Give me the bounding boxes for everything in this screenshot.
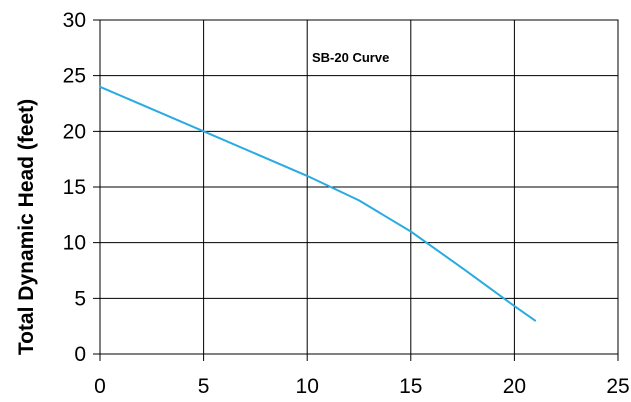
x-tick-label-1: 5 [198,375,210,398]
y-tick-label-5: 25 [63,65,86,88]
plot-frame [99,19,619,355]
x-tick-label-0: 0 [94,375,106,398]
y-tick-label-1: 5 [74,287,86,310]
gridlines [93,19,619,361]
x-tick-label-3: 15 [399,375,422,398]
y-tick-label-6: 30 [63,9,86,32]
y-tick-label-2: 10 [63,232,86,255]
y-tick-label-3: 15 [63,176,86,199]
series-line-0 [99,85,537,322]
x-tick-label-5: 25 [606,375,629,398]
y-tick-labels: 0 5 10 15 20 25 30 [63,9,86,366]
series-layer [99,85,537,322]
x-tick-label-4: 20 [503,375,526,398]
curve-annotation: SB-20 Curve [312,50,389,65]
y-tick-label-4: 20 [63,120,86,143]
plot-border [99,19,619,355]
y-axis-label: Total Dynamic Head (feet) [15,99,38,355]
y-tick-label-0: 0 [74,343,86,366]
x-tick-label-2: 10 [296,375,319,398]
x-tick-labels: 0 5 10 15 20 25 [94,375,630,398]
